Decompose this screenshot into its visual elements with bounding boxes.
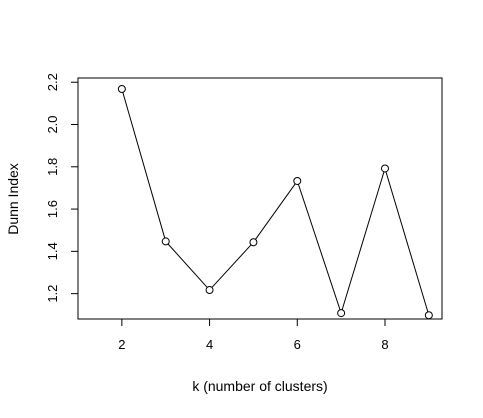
series-line-segment bbox=[211, 244, 252, 288]
y-tick-label: 2.0 bbox=[45, 115, 60, 133]
x-tick-label: 2 bbox=[118, 337, 125, 352]
series-line-segment bbox=[122, 92, 166, 239]
y-tick-label: 1.2 bbox=[45, 285, 60, 303]
data-point bbox=[293, 176, 302, 185]
data-point bbox=[117, 84, 126, 93]
data-point bbox=[424, 311, 433, 320]
x-tick-label: 8 bbox=[381, 337, 388, 352]
y-tick-label: 1.4 bbox=[45, 242, 60, 260]
y-tick-label: 1.8 bbox=[45, 158, 60, 176]
series-line-segment bbox=[167, 243, 208, 288]
series-line-segment bbox=[297, 184, 341, 310]
plot-box bbox=[77, 77, 443, 320]
x-axis-title: k (number of clusters) bbox=[192, 378, 327, 394]
data-point bbox=[337, 309, 346, 318]
x-tick-label: 6 bbox=[294, 337, 301, 352]
data-point bbox=[380, 164, 389, 173]
y-tick-label: 2.2 bbox=[45, 73, 60, 91]
data-point bbox=[205, 286, 214, 295]
series-line-segment bbox=[255, 183, 296, 240]
y-tick-label: 1.6 bbox=[45, 200, 60, 218]
series-line-segment bbox=[385, 171, 429, 312]
x-tick-label: 4 bbox=[206, 337, 213, 352]
series-layer bbox=[117, 84, 433, 320]
data-point bbox=[249, 238, 258, 247]
y-axis-title: Dunn Index bbox=[5, 163, 21, 235]
x-axis: 2 4 6 8 bbox=[118, 319, 389, 352]
y-axis: 1.2 1.4 1.6 1.8 2.0 2.2 bbox=[45, 73, 78, 303]
series-line-segment bbox=[341, 171, 385, 310]
data-point bbox=[161, 237, 170, 246]
